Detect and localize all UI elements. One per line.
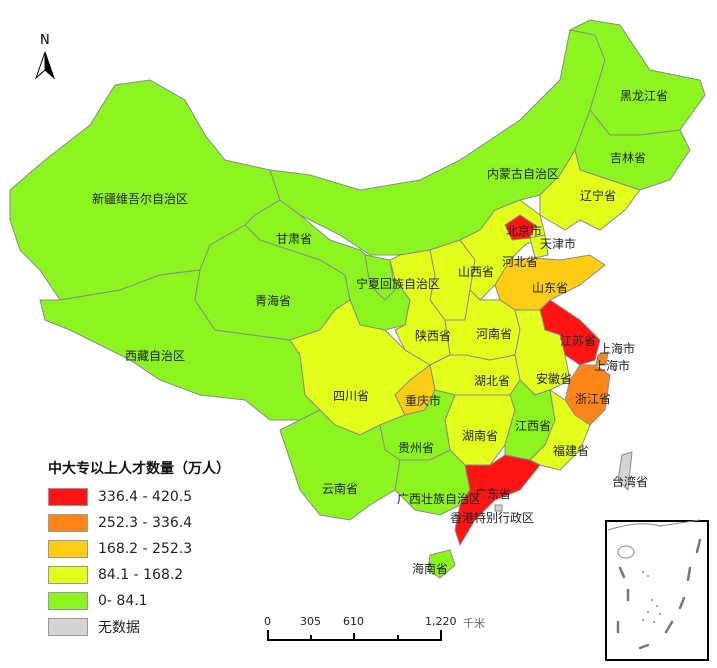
scale-unit: 千米 xyxy=(463,617,485,630)
province-label: 海南省 xyxy=(412,561,448,576)
province-label: 青海省 xyxy=(255,293,291,308)
legend-label: 84.1 - 168.2 xyxy=(98,567,184,583)
province-label: 香港特别行政区 xyxy=(450,510,534,525)
legend-item: 84.1 - 168.2 xyxy=(48,562,230,588)
province-label: 湖南省 xyxy=(462,428,498,443)
province-8 xyxy=(364,254,396,301)
scale-tick-1: 305 xyxy=(300,615,321,628)
legend-swatch xyxy=(48,540,88,558)
province-12 xyxy=(504,214,536,241)
province-label: 陕西省 xyxy=(415,328,451,343)
north-label: N xyxy=(40,33,50,48)
province-31 xyxy=(427,549,456,579)
legend-swatch xyxy=(48,592,88,610)
province-label: 河北省 xyxy=(502,255,538,269)
province-label: 内蒙古自治区 xyxy=(487,166,559,181)
legend-item: 无数据 xyxy=(48,614,230,640)
north-arrow-icon: N xyxy=(34,33,56,80)
province-32 xyxy=(617,451,633,492)
legend-item: 168.2 - 252.3 xyxy=(48,536,230,562)
province-13 xyxy=(529,234,549,259)
province-label: 广东省 xyxy=(475,487,511,501)
province-label: 上海市 xyxy=(599,341,635,356)
province-label: 湖北省 xyxy=(474,373,510,388)
province-label: 西藏自治区 xyxy=(125,349,185,363)
legend-label: 252.3 - 336.4 xyxy=(98,515,193,531)
province-22 xyxy=(289,299,431,436)
legend: 中大专以上人才数量（万人） 336.4 - 420.5 252.3 - 336.4… xyxy=(48,458,230,640)
scale-bar xyxy=(267,630,442,641)
legend-item: 336.4 - 420.5 xyxy=(48,484,230,510)
scale-tick-2: 610 xyxy=(343,615,364,628)
province-label: 重庆市 xyxy=(405,393,441,408)
legend-item: 0- 84.1 xyxy=(48,588,230,614)
province-label: 北京市 xyxy=(506,223,542,238)
shanghai-label-2: 上海市 xyxy=(594,358,630,373)
province-30 xyxy=(494,504,503,512)
province-label: 江西省 xyxy=(515,419,551,433)
legend-label: 0- 84.1 xyxy=(98,593,148,609)
legend-item: 252.3 - 336.4 xyxy=(48,510,230,536)
province-label: 云南省 xyxy=(322,481,358,496)
legend-label: 无数据 xyxy=(98,620,140,636)
legend-swatch xyxy=(48,488,88,506)
province-label: 贵州省 xyxy=(398,441,434,455)
province-label: 甘肃省 xyxy=(276,232,312,246)
legend-swatch xyxy=(48,618,88,636)
province-label: 新疆维吾尔自治区 xyxy=(92,191,188,206)
south-china-sea-inset xyxy=(605,519,709,661)
province-label: 吉林省 xyxy=(610,151,646,165)
legend-title: 中大专以上人才数量（万人） xyxy=(48,461,230,477)
province-25 xyxy=(529,388,591,471)
province-29 xyxy=(454,454,541,547)
legend-swatch xyxy=(48,566,88,584)
province-17 xyxy=(595,351,609,366)
legend-label: 336.4 - 420.5 xyxy=(98,489,193,505)
province-label: 台湾省 xyxy=(612,474,648,489)
province-label: 宁夏回族自治区 xyxy=(356,276,440,291)
province-label: 天津市 xyxy=(540,236,576,251)
province-7 xyxy=(539,148,641,231)
province-label: 广西壮族自治区 xyxy=(397,492,481,506)
scale-tick-0: 0 xyxy=(264,615,271,628)
province-label: 辽宁省 xyxy=(580,188,616,203)
province-label: 黑龙江省 xyxy=(620,89,668,103)
province-label: 福建省 xyxy=(553,443,589,458)
province-label: 山西省 xyxy=(458,265,494,279)
province-label: 河南省 xyxy=(476,326,512,341)
province-label: 安徽省 xyxy=(536,371,572,386)
province-18 xyxy=(514,309,571,396)
province-label: 山东省 xyxy=(532,281,568,295)
legend-label: 168.2 - 252.3 xyxy=(98,541,193,557)
province-label: 江苏省 xyxy=(560,334,596,348)
legend-swatch xyxy=(48,514,88,532)
province-label: 四川省 xyxy=(333,389,369,403)
scale-tick-3: 1,220 xyxy=(425,615,457,628)
province-label: 浙江省 xyxy=(575,392,611,406)
